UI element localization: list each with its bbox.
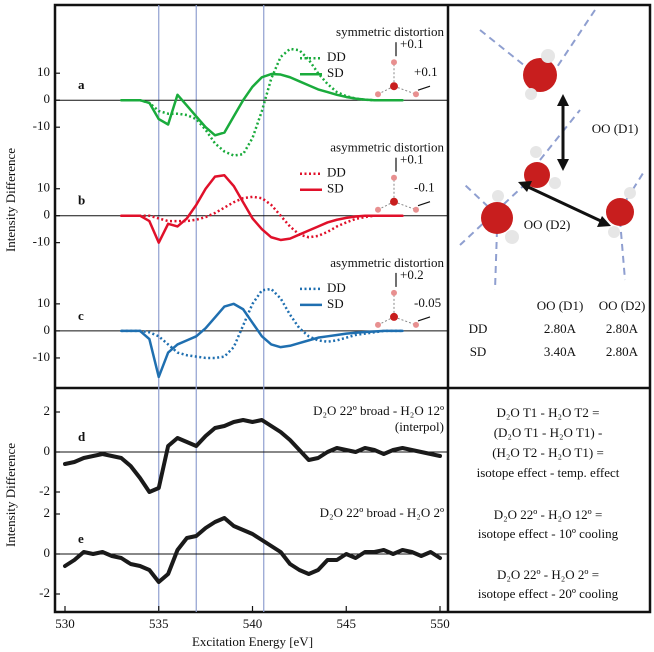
y-tick-label: 10 <box>37 295 50 310</box>
outer-frame <box>53 3 652 614</box>
glyph-arrow <box>417 85 431 91</box>
glyph-atom <box>390 312 398 321</box>
note: (D₂O T1 - H₂O T1) - <box>494 425 603 440</box>
table-cell: 3.40A <box>544 344 577 359</box>
glyph-atom <box>375 206 381 213</box>
glyph-atom <box>391 289 397 296</box>
y-tick-label: -2 <box>39 585 50 600</box>
y-tick-label: 0 <box>44 545 51 560</box>
y-tick-label: 10 <box>37 180 50 195</box>
glyph-atom <box>413 91 419 98</box>
y-tick-label: 0 <box>44 322 51 337</box>
note: D₂O 22º - H₂O 12º = <box>494 507 603 522</box>
y-tick-label: -2 <box>39 483 50 498</box>
annotation: D₂O 22º broad - H₂O 2º <box>320 505 444 520</box>
legend-label: DD <box>327 165 346 180</box>
arrows <box>518 94 611 227</box>
data-line <box>63 516 442 584</box>
y-tick-label: -10 <box>33 349 50 364</box>
y-tick-label: -10 <box>33 118 50 133</box>
table-cell: DD <box>469 321 488 336</box>
distortion-value: -0.05 <box>414 295 441 310</box>
table-header: OO (D1) <box>537 298 584 313</box>
panel-label: e <box>78 531 84 546</box>
annotation: symmetric distortion <box>336 24 444 39</box>
y-tick-label: 0 <box>44 91 51 106</box>
glyph-atom <box>375 321 381 328</box>
glyph-atom <box>390 197 398 206</box>
distortion-value: +0.1 <box>414 64 438 79</box>
glyph-atom <box>390 82 398 91</box>
note: D₂O T1 - H₂O T2 = <box>497 405 600 420</box>
panel-label: c <box>78 308 84 323</box>
y-tick-label: 2 <box>44 403 51 418</box>
annotation-note: (interpol) <box>395 419 444 434</box>
glyph-atom <box>391 59 397 66</box>
glyph-bond <box>377 316 395 326</box>
table-cell: 2.80A <box>606 321 639 336</box>
annotation: asymmetric distortion <box>330 255 444 270</box>
distortion-value: +0.2 <box>400 267 424 282</box>
annotation: D₂O 22º broad - H₂O 12º <box>313 403 444 418</box>
legend-label: SD <box>327 296 344 311</box>
oo-d2-label: OO (D2) <box>524 217 571 232</box>
y-axis-label: Intensity Difference <box>3 443 18 547</box>
note: isotope effect - 10º cooling <box>478 526 619 541</box>
distortion-glyph <box>375 157 431 213</box>
glyph-atom <box>413 321 419 328</box>
table-cell: 2.80A <box>544 321 577 336</box>
glyph-arrow <box>417 201 431 207</box>
data-line <box>63 418 442 494</box>
data-line <box>120 174 404 244</box>
glyph-arrow <box>417 316 431 322</box>
glyph-atom <box>391 174 397 181</box>
distortion-value: -0.1 <box>414 180 435 195</box>
y-tick-label: 2 <box>44 505 51 520</box>
x-tick-label: 540 <box>243 616 263 631</box>
table-cell: SD <box>470 344 487 359</box>
table-header: OO (D2) <box>599 298 646 313</box>
note: (H₂O T2 - H₂O T1) = <box>492 445 604 460</box>
distortion-value: +0.1 <box>400 36 424 51</box>
x-tick-label: 535 <box>149 616 169 631</box>
data-line <box>120 302 404 379</box>
glyph-atom <box>375 91 381 98</box>
panel-label: b <box>78 193 85 208</box>
note: isotope effect - 20º cooling <box>478 586 619 601</box>
table-cell: 2.80A <box>606 344 639 359</box>
y-tick-label: 10 <box>37 64 50 79</box>
oo-d1-label: OO (D1) <box>592 121 639 136</box>
glyph-bond <box>377 85 395 95</box>
y-tick-label: 0 <box>44 207 51 222</box>
legend-label: SD <box>327 181 344 196</box>
y-axis-label: Intensity Difference <box>3 148 18 252</box>
panel-label: a <box>78 77 85 92</box>
legend-label: DD <box>327 49 346 64</box>
x-axis-label: Excitation Energy [eV] <box>192 634 313 649</box>
y-tick-label: 0 <box>44 443 51 458</box>
legend-label: DD <box>327 280 346 295</box>
distortion-glyph <box>375 42 431 98</box>
panel-label: d <box>78 429 86 444</box>
x-tick-label: 550 <box>430 616 450 631</box>
data-line <box>121 47 403 157</box>
x-tick-label: 545 <box>337 616 357 631</box>
distortion-glyph <box>375 272 431 328</box>
y-tick-label: -10 <box>33 234 50 249</box>
glyph-atom <box>413 206 419 213</box>
note: D₂O 22º - H₂O 2º = <box>497 567 599 582</box>
molecules <box>481 49 636 244</box>
data-line <box>121 287 403 360</box>
x-tick-label: 530 <box>55 616 75 631</box>
distortion-value: +0.1 <box>400 152 424 167</box>
glyph-bond <box>377 201 395 211</box>
legend-label: SD <box>327 65 344 80</box>
annotation: asymmetric distortion <box>330 140 444 155</box>
note: isotope effect - temp. effect <box>477 465 620 480</box>
data-line <box>120 72 404 137</box>
